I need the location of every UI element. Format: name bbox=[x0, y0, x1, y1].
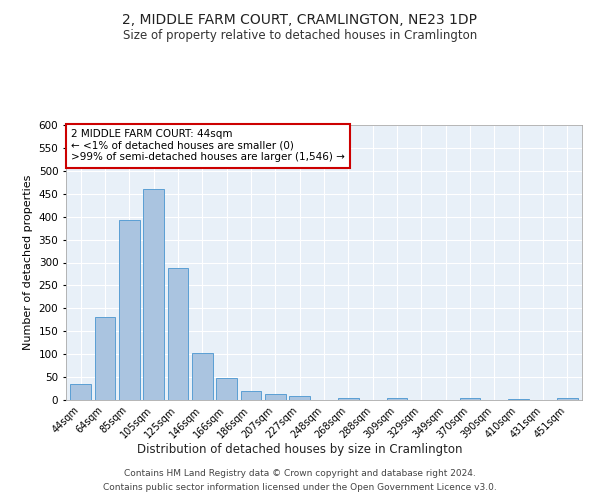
Bar bbox=[460, 398, 481, 400]
Bar bbox=[167, 268, 188, 400]
Bar bbox=[192, 353, 212, 400]
Bar bbox=[289, 396, 310, 400]
Bar bbox=[265, 394, 286, 400]
Bar bbox=[70, 384, 91, 400]
Text: 2 MIDDLE FARM COURT: 44sqm
← <1% of detached houses are smaller (0)
>99% of semi: 2 MIDDLE FARM COURT: 44sqm ← <1% of deta… bbox=[71, 129, 345, 162]
Bar bbox=[508, 398, 529, 400]
Y-axis label: Number of detached properties: Number of detached properties bbox=[23, 175, 33, 350]
Bar bbox=[216, 378, 237, 400]
Bar bbox=[241, 391, 262, 400]
Text: Distribution of detached houses by size in Cramlington: Distribution of detached houses by size … bbox=[137, 442, 463, 456]
Bar bbox=[338, 398, 359, 400]
Bar bbox=[119, 220, 140, 400]
Text: Contains public sector information licensed under the Open Government Licence v3: Contains public sector information licen… bbox=[103, 484, 497, 492]
Bar bbox=[386, 398, 407, 400]
Bar bbox=[557, 398, 578, 400]
Bar bbox=[95, 316, 115, 400]
Text: Size of property relative to detached houses in Cramlington: Size of property relative to detached ho… bbox=[123, 29, 477, 42]
Text: 2, MIDDLE FARM COURT, CRAMLINGTON, NE23 1DP: 2, MIDDLE FARM COURT, CRAMLINGTON, NE23 … bbox=[122, 12, 478, 26]
Text: Contains HM Land Registry data © Crown copyright and database right 2024.: Contains HM Land Registry data © Crown c… bbox=[124, 468, 476, 477]
Bar bbox=[143, 189, 164, 400]
